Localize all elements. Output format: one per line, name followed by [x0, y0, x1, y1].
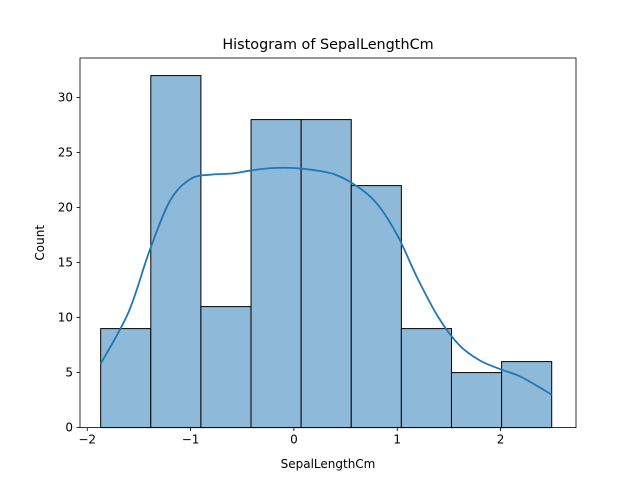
x-axis-label: SepalLengthCm — [281, 457, 376, 471]
histogram-bar-3 — [200, 306, 252, 429]
kde-curve — [99, 166, 553, 396]
x-tick-label: −1 — [182, 433, 200, 447]
histogram-bar-4 — [250, 119, 302, 429]
y-tick-label: 30 — [58, 91, 73, 105]
x-tick-label: 1 — [393, 433, 401, 447]
bars-group — [100, 75, 553, 429]
y-axis-ticks: 0 5 10 15 20 25 30 — [58, 91, 80, 435]
y-tick-label: 20 — [58, 201, 73, 215]
histogram-bar-7 — [400, 328, 452, 429]
histogram-bar-8 — [450, 372, 503, 429]
y-tick-label: 0 — [65, 421, 73, 435]
histogram-bar-1 — [100, 328, 152, 429]
y-tick-label: 15 — [58, 256, 73, 270]
chart-title: Histogram of SepalLengthCm — [222, 37, 433, 53]
y-tick-label: 25 — [58, 146, 73, 160]
histogram-bar-6 — [350, 185, 402, 429]
y-tick-label: 5 — [65, 366, 73, 380]
x-tick-label: 2 — [497, 433, 505, 447]
y-tick-label: 10 — [58, 311, 73, 325]
x-axis-ticks: −2 −1 0 1 2 — [78, 427, 505, 447]
plot-frame — [79, 57, 577, 429]
histogram-bar-5 — [300, 119, 352, 429]
histogram-bar-2 — [150, 75, 202, 429]
x-tick-label: −2 — [78, 433, 96, 447]
y-axis-label: Count — [33, 225, 47, 261]
x-tick-label: 0 — [290, 433, 298, 447]
